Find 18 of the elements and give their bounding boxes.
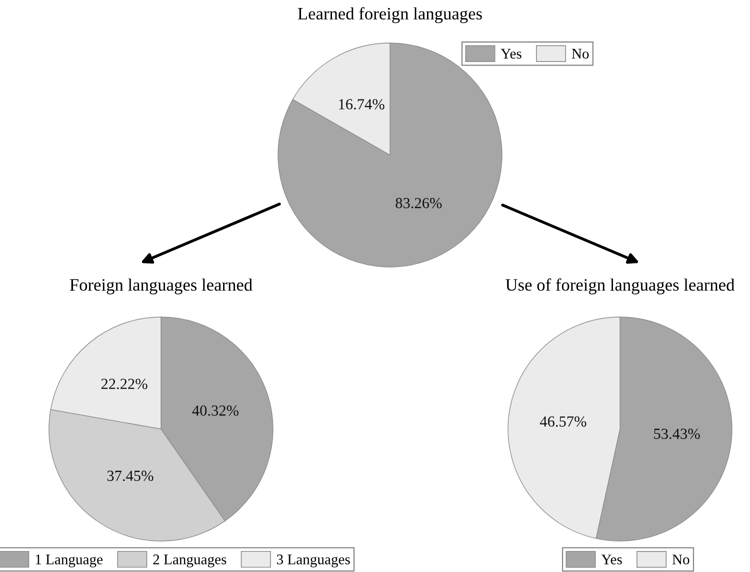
data-label: 22.22% [101,378,148,390]
chart-title: Foreign languages learned [70,278,252,294]
data-label: 53.43% [654,428,700,440]
legend-label: Yes [500,48,522,59]
legend-label: No [672,554,690,564]
data-label: 83.26% [396,198,442,208]
data-label: 46.57% [540,416,586,427]
legend-label: Yes [601,554,622,564]
data-label: 37.45% [107,470,154,482]
legend-label: 3 Languages [276,554,350,568]
chart-title: Use of foreign languages learned [506,278,735,294]
legend-label: No [572,48,589,59]
data-label: 40.32% [192,405,239,416]
legend-label: 1 Language [36,554,103,568]
chart-title: Learned foreign languages [298,7,482,24]
data-label: 16.74% [339,99,384,110]
legend-label: 2 Languages [153,554,226,568]
pie-slice [278,42,502,268]
